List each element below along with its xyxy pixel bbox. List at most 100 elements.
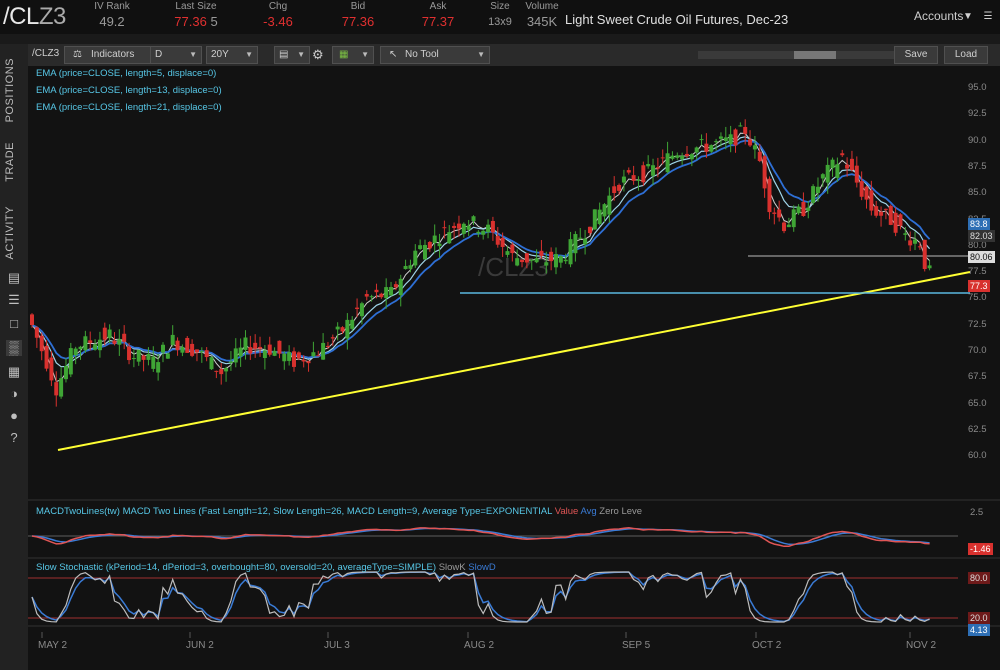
period-select[interactable]: 20Y ▼ xyxy=(206,46,258,64)
candle-body xyxy=(432,235,437,244)
candle-body xyxy=(505,251,510,255)
candle-body xyxy=(127,346,132,361)
candle-body xyxy=(296,352,301,359)
candle-body xyxy=(748,139,753,146)
ema13-badge: 82.03 xyxy=(968,230,995,242)
drawing-set-select[interactable]: ▦ ▼ xyxy=(332,46,374,64)
candle-body xyxy=(291,351,296,367)
zoom-slider[interactable] xyxy=(698,51,908,59)
candle-body xyxy=(476,231,481,234)
chevron-down-icon[interactable]: ▼ xyxy=(963,10,973,22)
sidebar-toggle-icon[interactable]: ☰ xyxy=(983,10,993,22)
candle-body xyxy=(617,184,622,191)
iv-rank: IV Rank 49.2 xyxy=(94,1,130,29)
aggregation-select[interactable]: D ▼ xyxy=(150,46,202,64)
chart-icon[interactable]: ▒ xyxy=(6,340,22,356)
clipboard-icon[interactable]: □ xyxy=(10,316,18,331)
candle-body xyxy=(107,329,112,339)
candle-body xyxy=(97,339,102,351)
change: Chg -3.46 xyxy=(263,1,293,29)
candle-body xyxy=(762,156,767,189)
candle-body xyxy=(723,137,728,141)
stoch-d-legend: SlowD xyxy=(468,562,496,573)
price-axis-label: 72.5 xyxy=(968,318,987,330)
candle-body xyxy=(830,159,835,169)
candle-body xyxy=(587,226,592,234)
symbol-title[interactable]: /CLZ3 xyxy=(3,3,66,30)
candle-body xyxy=(228,361,233,364)
candle-body xyxy=(568,239,573,265)
candle-body xyxy=(258,346,263,349)
tab-activity[interactable]: ACTIVITY xyxy=(4,206,16,260)
stoch-overbought-badge: 80.0 xyxy=(968,572,990,584)
instrument-description: Light Sweet Crude Oil Futures, Dec-23 xyxy=(565,12,789,27)
candle-body xyxy=(782,222,787,232)
candle-body xyxy=(602,204,607,217)
study-macd-label[interactable]: MACDTwoLines(tw) MACD Two Lines (Fast Le… xyxy=(36,506,642,517)
chevron-down-icon: ▼ xyxy=(477,50,485,59)
candle-body xyxy=(44,346,49,369)
drawing-tool-select[interactable]: ↖ No Tool ▼ xyxy=(380,46,490,64)
candle-body xyxy=(544,262,549,266)
candle-body xyxy=(597,209,602,225)
gear-icon[interactable]: ⚙ xyxy=(312,47,324,62)
macd-axis-label: 2.5 xyxy=(970,507,984,518)
zoom-slider-thumb[interactable] xyxy=(794,51,836,59)
candle-body xyxy=(728,134,733,145)
candle-body xyxy=(214,370,219,372)
candle-body xyxy=(922,239,927,269)
candle-body xyxy=(680,155,685,160)
candle-body xyxy=(316,355,321,357)
chart-style-select[interactable]: ▤ ▼ xyxy=(274,46,310,64)
candle-body xyxy=(194,349,199,353)
candle-body xyxy=(573,234,578,254)
candle-body xyxy=(486,224,491,233)
tab-positions[interactable]: POSITIONS xyxy=(4,58,16,123)
tab-trade[interactable]: TRADE xyxy=(4,142,16,182)
load-button[interactable]: Load xyxy=(944,46,988,64)
study-ema21-label[interactable]: EMA (price=CLOSE, length=21, displace=0) xyxy=(36,102,222,113)
document-icon[interactable]: ▤ xyxy=(7,270,21,285)
chevron-down-icon: ▼ xyxy=(297,50,305,59)
save-button[interactable]: Save xyxy=(894,46,938,64)
candle-body xyxy=(93,344,98,350)
study-stoch-label[interactable]: Slow Stochastic (kPeriod=14, dPeriod=3, … xyxy=(36,562,496,573)
study-ema13-label[interactable]: EMA (price=CLOSE, length=13, displace=0) xyxy=(36,85,222,96)
study-ema5-label[interactable]: EMA (price=CLOSE, length=5, displace=0) xyxy=(36,68,217,79)
accounts-button[interactable]: Accounts xyxy=(914,9,964,23)
grid-icon[interactable]: ▦ xyxy=(7,364,21,379)
candle-body xyxy=(272,350,277,356)
candle-body xyxy=(903,233,908,235)
users-icon[interactable]: ● xyxy=(10,408,18,423)
candle-body xyxy=(490,220,495,233)
candle-body xyxy=(854,165,859,183)
candle-body xyxy=(583,238,588,245)
candle-body xyxy=(879,211,884,216)
candle-body xyxy=(670,155,675,159)
symbol-field[interactable]: /CLZ3 xyxy=(32,48,60,59)
candle-body xyxy=(524,253,529,263)
candle-body xyxy=(888,205,893,225)
price-chart[interactable]: /CLZ3 xyxy=(28,66,1000,670)
candle-body xyxy=(835,164,840,178)
gauge-icon[interactable]: ◑ xyxy=(10,386,18,401)
date-axis-label: SEP 5 xyxy=(622,640,651,651)
macd-avg-legend: Avg xyxy=(580,506,597,517)
help-icon[interactable]: ? xyxy=(10,430,18,445)
candle-body xyxy=(408,265,413,269)
candle-body xyxy=(63,365,68,380)
price-axis-label: 95.0 xyxy=(968,82,987,93)
indicators-button[interactable]: Indicators ⚖ xyxy=(64,46,168,64)
candle-body xyxy=(418,245,423,250)
price-axis-label: 70.0 xyxy=(968,345,987,356)
candle-body xyxy=(224,368,229,372)
candle-body xyxy=(840,153,845,156)
chart-panel[interactable]: /CLZ3 EMA (price=CLOSE, length=5, displa… xyxy=(28,66,1000,670)
stoch-params: Slow Stochastic (kPeriod=14, dPeriod=3, … xyxy=(36,562,437,573)
candle-body xyxy=(199,351,204,353)
candle-body xyxy=(34,327,39,338)
list-icon[interactable]: ☰ xyxy=(8,292,20,307)
candle-body xyxy=(122,333,127,342)
candle-body xyxy=(131,358,136,360)
candle-body xyxy=(49,357,54,381)
